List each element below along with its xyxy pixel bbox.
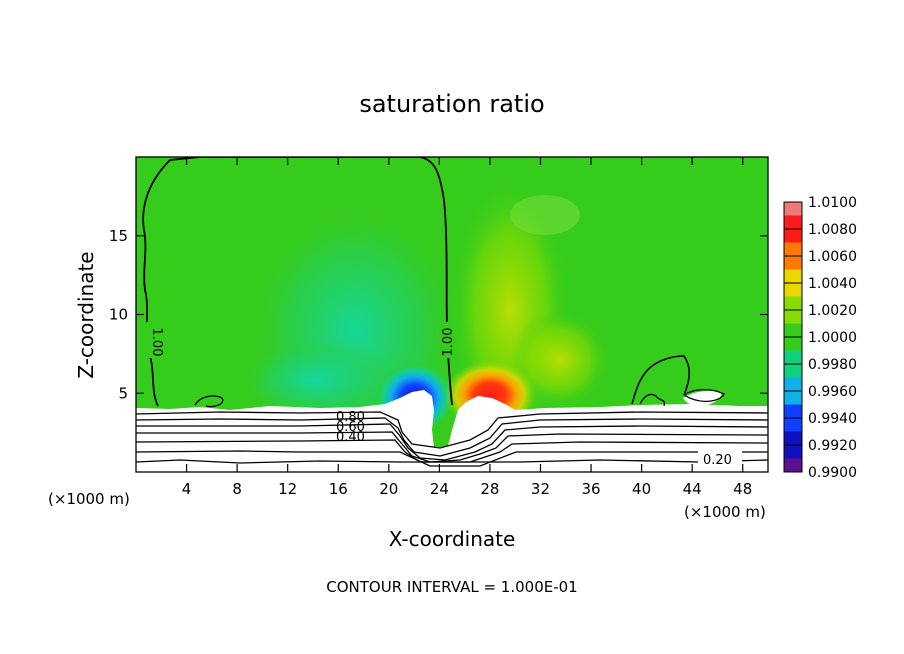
y-axis-label: Z-coordinate xyxy=(74,251,98,378)
colorbar-swatch xyxy=(784,391,802,405)
colorbar-swatch xyxy=(784,418,802,432)
x-tick-label: 12 xyxy=(278,480,297,498)
colorbar-swatch xyxy=(784,445,802,459)
colorbar-swatch xyxy=(784,364,802,378)
contour-label-060: 0.60 xyxy=(336,420,365,435)
x-tick-label: 36 xyxy=(581,480,600,498)
light-green-patch xyxy=(510,195,580,235)
colorbar-label: 1.0020 xyxy=(808,303,857,319)
colorbar-swatch xyxy=(784,310,802,324)
contour-scrap-2 xyxy=(639,393,666,407)
colorbar-label: 1.0080 xyxy=(808,222,857,238)
colorbar-swatch xyxy=(784,242,802,256)
colorbar-label: 1.0100 xyxy=(808,195,857,211)
x-tick-label: 48 xyxy=(733,480,752,498)
colorbar-swatch xyxy=(784,283,802,297)
x-tick-label: 16 xyxy=(329,480,348,498)
colorbar-label: 0.9980 xyxy=(808,357,857,373)
colorbar-label: 0.9900 xyxy=(808,465,857,481)
contour-labels: 1.00 1.00 0.80 0.60 0.40 0.20 xyxy=(140,322,742,468)
contour-label-left: 1.00 xyxy=(149,328,164,357)
colorbar: 1.0100 1.0080 1.0060 1.0040 1.0020 1.0000 0.99… xyxy=(783,195,857,481)
x-tick-label: 44 xyxy=(683,480,702,498)
contour-lower-4 xyxy=(136,431,768,463)
colorbar-swatch xyxy=(784,202,802,216)
y-tick-label: 10 xyxy=(109,306,128,324)
colorbar-swatch xyxy=(784,269,802,283)
y-tick-label: 5 xyxy=(118,384,128,402)
contour-lower-1 xyxy=(136,411,768,449)
contour-scrap-1 xyxy=(194,395,224,408)
colorbar-swatch xyxy=(784,337,802,351)
colorbar-swatch xyxy=(784,256,802,270)
chart-title: saturation ratio xyxy=(359,90,544,118)
colorbar-label: 0.9960 xyxy=(808,384,857,400)
x-axis: 4 8 12 16 20 24 28 32 36 40 44 48 xyxy=(182,157,752,498)
contour-label-040: 0.40 xyxy=(336,430,365,445)
masked-patch xyxy=(683,390,722,406)
contour-interval-note: CONTOUR INTERVAL = 1.000E-01 xyxy=(326,578,577,596)
colorbar-swatch xyxy=(784,296,802,310)
x-unit-left: (×1000 m) xyxy=(48,490,130,508)
contour-label-020: 0.20 xyxy=(703,453,732,468)
yellow-plume-2 xyxy=(510,310,610,410)
contour-label-center: 1.00 xyxy=(441,328,456,357)
colorbar-swatch xyxy=(784,458,802,472)
colorbar-swatch xyxy=(784,431,802,445)
colorbar-label: 1.0040 xyxy=(808,276,857,292)
contour-scrap-3 xyxy=(683,388,725,402)
x-tick-label: 4 xyxy=(182,480,192,498)
colorbar-swatch xyxy=(784,377,802,391)
colorbar-label: 1.0060 xyxy=(808,249,857,265)
contour-lower-2 xyxy=(136,417,768,457)
contour-lower-6 xyxy=(136,450,768,467)
contour-lower-3 xyxy=(136,423,768,461)
x-tick-label: 24 xyxy=(430,480,449,498)
colorbar-label: 0.9920 xyxy=(808,438,857,454)
contour-label-080: 0.80 xyxy=(336,410,365,425)
colorbar-swatch xyxy=(784,404,802,418)
contour-lower-7 xyxy=(136,459,768,464)
x-unit-right: (×1000 m) xyxy=(684,503,766,521)
colorbar-swatch xyxy=(784,323,802,337)
x-tick-label: 40 xyxy=(632,480,651,498)
cyan-plume-2 xyxy=(235,340,395,420)
colorbar-swatch xyxy=(784,229,802,243)
x-tick-label: 8 xyxy=(232,480,242,498)
contour-1-00-right xyxy=(631,355,691,405)
y-axis: 5 10 15 xyxy=(109,227,768,402)
y-tick-label: 15 xyxy=(109,227,128,245)
colorbar-swatch xyxy=(784,215,802,229)
x-tick-label: 20 xyxy=(379,480,398,498)
x-axis-label: X-coordinate xyxy=(389,527,516,551)
plot-area xyxy=(136,157,768,472)
x-tick-label: 28 xyxy=(480,480,499,498)
colorbar-swatch xyxy=(784,350,802,364)
colorbar-label: 0.9940 xyxy=(808,411,857,427)
colorbar-label: 1.0000 xyxy=(808,330,857,346)
x-tick-label: 32 xyxy=(531,480,550,498)
